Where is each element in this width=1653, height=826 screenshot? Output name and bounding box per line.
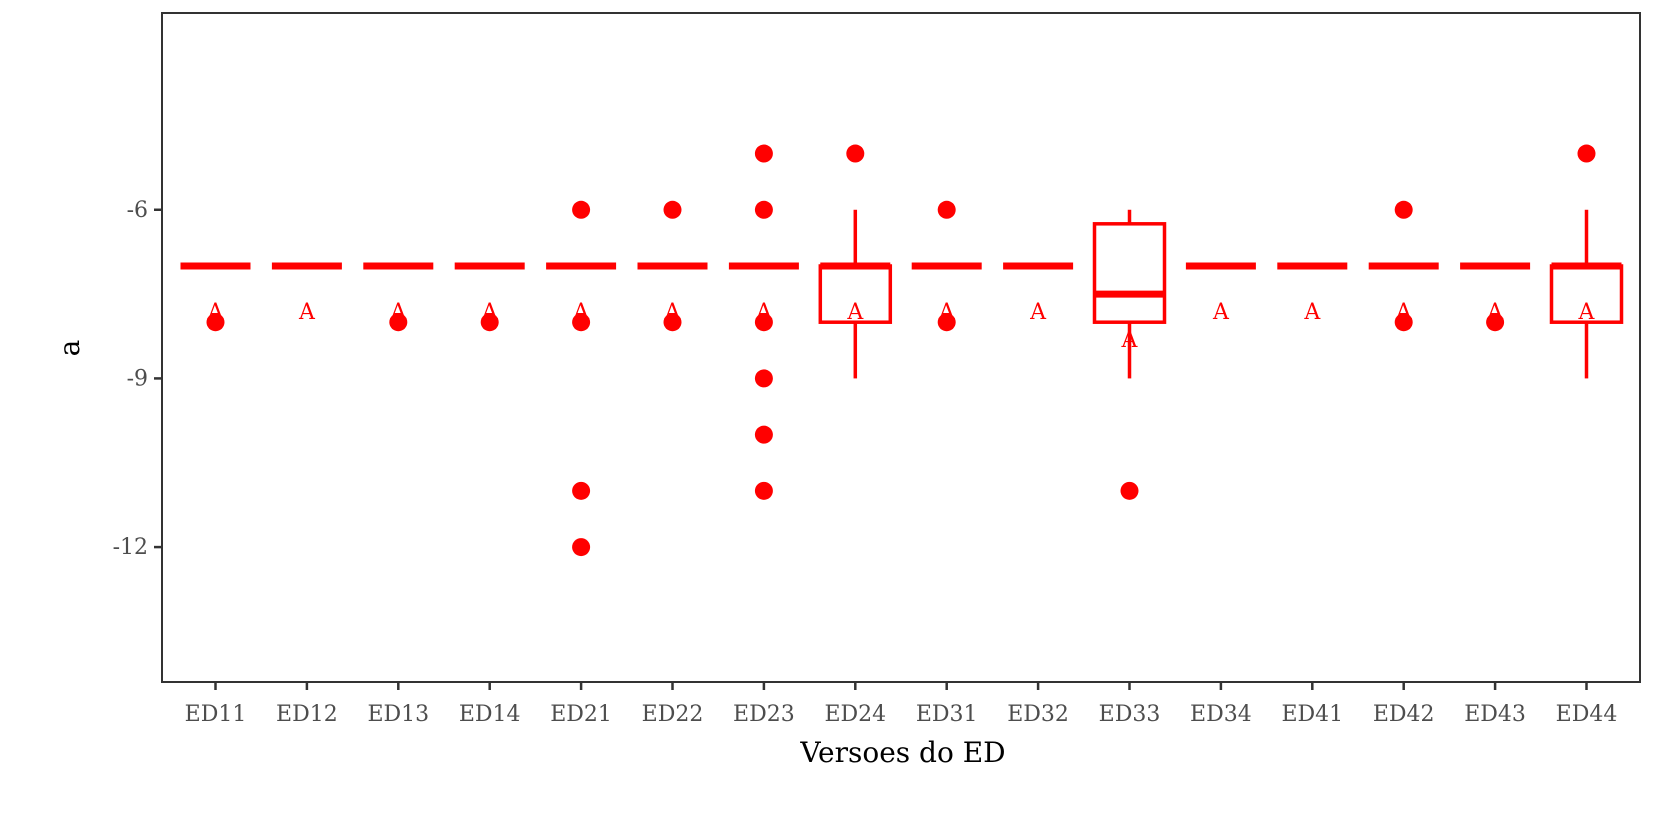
box-group-ed24: A: [818, 144, 893, 379]
group-letter: A: [389, 300, 407, 325]
outlier-point: [480, 313, 499, 332]
group-letter: A: [298, 300, 316, 325]
box-group-ed42: A: [1368, 200, 1439, 332]
x-tick-label: ED21: [550, 702, 612, 727]
box-group-ed32: A: [1003, 262, 1074, 325]
outlier-point: [663, 313, 682, 332]
x-tick-label: ED24: [824, 702, 886, 727]
group-letter: A: [846, 300, 864, 325]
y-tick-label: -12: [113, 535, 148, 560]
outlier-point: [572, 538, 591, 557]
x-tick-label: ED34: [1190, 702, 1252, 727]
group-letter: A: [1029, 300, 1047, 325]
group-letter: A: [1303, 300, 1321, 325]
outlier-point: [1394, 313, 1413, 332]
x-tick-label: ED23: [733, 702, 795, 727]
group-letter: A: [207, 300, 225, 325]
outlier-point: [937, 313, 956, 332]
y-tick-label: -6: [127, 198, 148, 223]
group-letter: A: [1121, 328, 1139, 353]
group-letter: A: [572, 300, 590, 325]
x-tick-label: ED43: [1464, 702, 1526, 727]
outlier-point: [1577, 144, 1596, 163]
group-letter: A: [481, 300, 499, 325]
outlier-point: [572, 481, 591, 500]
group-letter: A: [938, 300, 956, 325]
outlier-point: [1120, 481, 1139, 500]
outlier-point: [754, 200, 773, 219]
box-group-ed33: A: [1092, 209, 1167, 500]
outlier-point: [754, 481, 773, 500]
x-tick-label: ED44: [1556, 702, 1618, 727]
outlier-point: [663, 200, 682, 219]
box-group-ed23: A: [728, 144, 799, 500]
box-group-ed21: A: [546, 200, 617, 557]
y-axis: -12 -9 -6: [113, 198, 162, 560]
box-group-ed43: A: [1460, 262, 1531, 332]
outlier-point: [572, 313, 591, 332]
x-tick-label: ED41: [1281, 702, 1343, 727]
x-axis: ED11 ED12 ED13 ED14 ED21 ED22 ED23 ED24 ED31 ED32…: [185, 682, 1618, 727]
panel-border: [161, 12, 1641, 683]
group-letter: A: [1212, 300, 1230, 325]
outlier-point: [754, 313, 773, 332]
outlier-point: [1486, 313, 1505, 332]
group-letter: A: [1578, 300, 1596, 325]
x-tick-label: ED22: [642, 702, 704, 727]
group-letter: A: [755, 300, 773, 325]
outlier-point: [754, 369, 773, 388]
x-tick-label: ED33: [1099, 702, 1161, 727]
y-axis-title: a: [53, 340, 86, 357]
outlier-point: [754, 425, 773, 444]
outlier-point: [389, 313, 408, 332]
box-group-ed31: A: [911, 200, 982, 332]
box-group-ed13: A: [363, 262, 434, 332]
outlier-point: [572, 200, 591, 219]
box-group-ed44: A: [1549, 144, 1624, 379]
box-group-ed41: A: [1277, 262, 1348, 325]
x-tick-label: ED32: [1007, 702, 1069, 727]
outlier-point: [846, 144, 865, 163]
group-letter: A: [664, 300, 682, 325]
box-group-ed34: A: [1185, 262, 1256, 325]
group-letter: A: [1486, 300, 1504, 325]
group-letter: A: [1395, 300, 1413, 325]
box-group-ed14: A: [454, 262, 525, 332]
outlier-point: [206, 313, 225, 332]
x-tick-label: ED14: [459, 702, 521, 727]
x-tick-label: ED31: [916, 702, 978, 727]
outlier-point: [1394, 200, 1413, 219]
outlier-point: [937, 200, 956, 219]
x-tick-label: ED11: [185, 702, 247, 727]
x-tick-label: ED13: [367, 702, 429, 727]
x-tick-label: ED42: [1373, 702, 1435, 727]
y-tick-label: -9: [127, 366, 148, 391]
plot-area: A A A A A A A A A A A A A A A A: [161, 12, 1641, 683]
x-tick-label: ED12: [276, 702, 338, 727]
box-group-ed11: A: [180, 262, 251, 332]
outlier-point: [754, 144, 773, 163]
box-group-ed12: A: [271, 262, 342, 325]
x-axis-title: Versoes do ED: [799, 736, 1005, 769]
box: [1092, 222, 1167, 324]
box-group-ed22: A: [637, 200, 708, 332]
